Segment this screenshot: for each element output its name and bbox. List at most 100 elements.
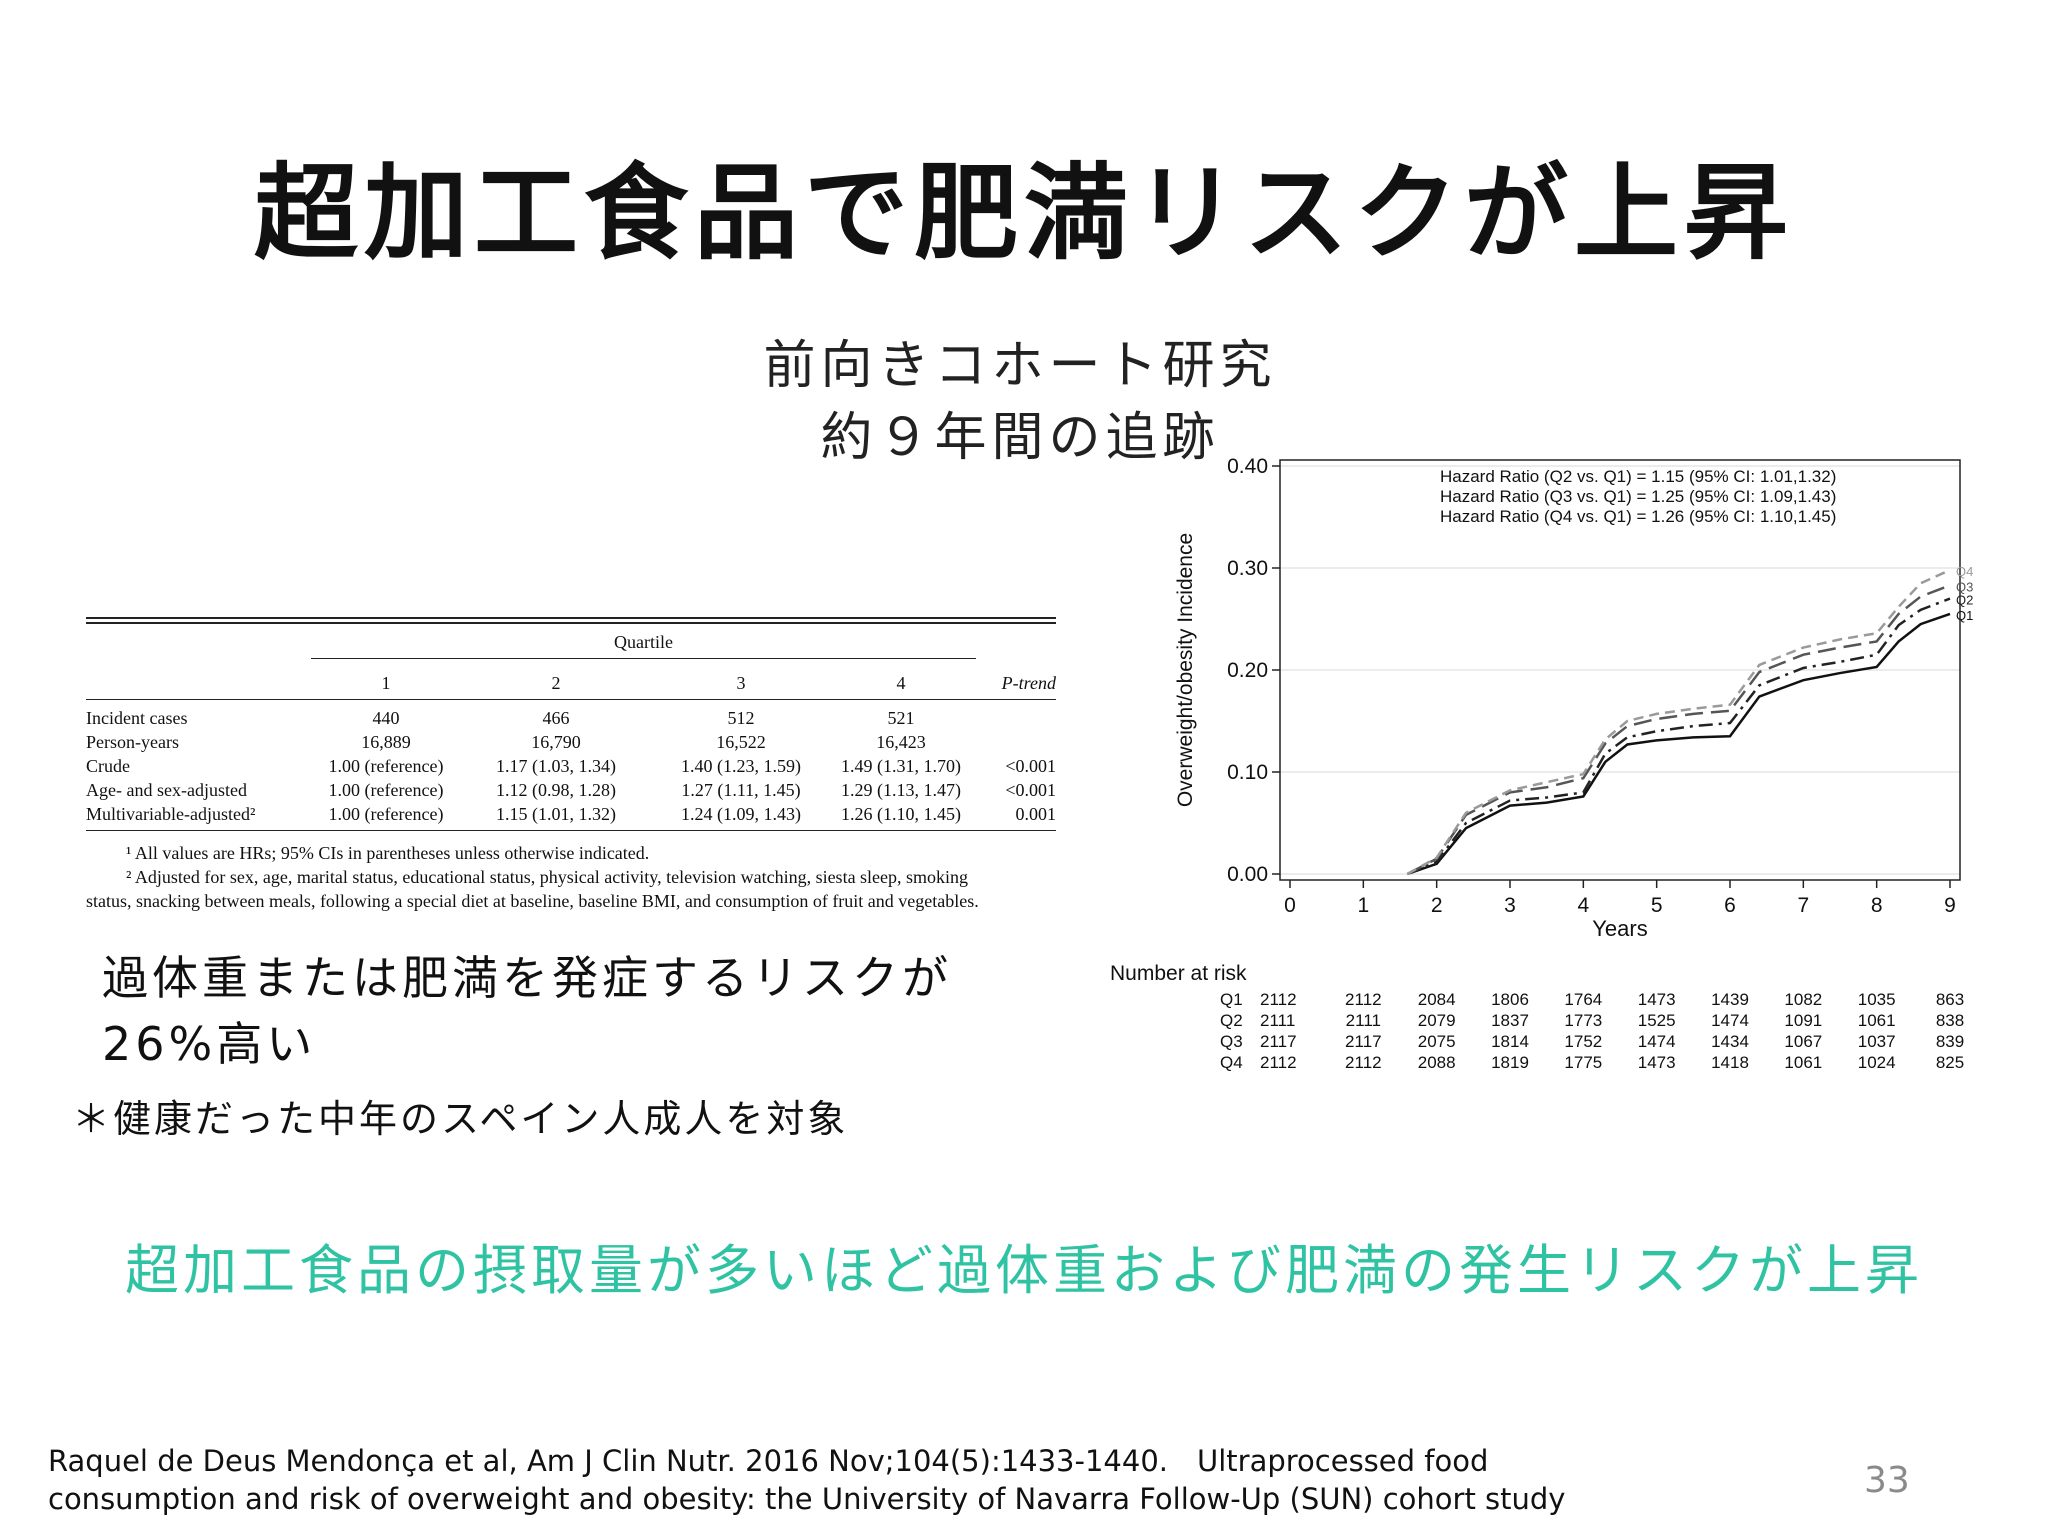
risk-count: 1037 [1858,1032,1896,1051]
risk-count: 1837 [1491,1011,1529,1030]
hazard-ratio-annotation: Hazard Ratio (Q3 vs. Q1) = 1.25 (95% CI:… [1440,487,1836,506]
table-row: Multivariable-adjusted² 1.00 (reference) 1… [86,802,1056,826]
x-tick-label: 8 [1871,894,1883,917]
citation-line: Raquel de Deus Mendonça et al, Am J Clin… [48,1444,1489,1478]
table-cell: 1.00 (reference) [328,780,444,800]
table-cell: <0.001 [1005,780,1056,800]
table-cell: 521 [887,708,915,728]
risk-count: 1024 [1858,1053,1896,1072]
table-cell: 466 [542,708,570,728]
risk-count: 2111 [1346,1011,1381,1030]
x-tick-label: 7 [1797,894,1809,917]
table-cell: 16,889 [361,732,411,752]
y-tick-label: 0.00 [1227,863,1268,886]
risk-count: 2117 [1260,1032,1297,1051]
risk-count: 1418 [1711,1053,1749,1072]
risk-count: 2117 [1345,1032,1382,1051]
table-cell: 1.15 (1.01, 1.32) [496,804,616,824]
table-footnote: ² Adjusted for sex, age, marital status,… [126,867,969,887]
risk-count: 2088 [1418,1053,1456,1072]
risk-count: 1814 [1491,1032,1529,1051]
table-col-header: 3 [736,673,746,693]
risk-count: 863 [1936,990,1964,1009]
risk-count: 2112 [1345,990,1382,1009]
risk-count: 1775 [1564,1053,1602,1072]
table-row: Incident cases 440 466 512 521 [86,706,1056,730]
table-footnote: ¹ All values are HRs; 95% CIs in parenth… [126,843,650,863]
table-cell: 1.29 (1.13, 1.47) [841,780,961,800]
risk-count: 1061 [1784,1053,1822,1072]
table-cell: 16,522 [716,732,766,752]
table-cell: 16,790 [531,732,581,752]
table-col-header: 2 [551,673,561,693]
risk-count: 2112 [1260,1053,1297,1072]
table-footnote: status, snacking between meals, followin… [86,891,979,911]
y-tick-label: 0.20 [1227,659,1268,682]
number-at-risk-title: Number at risk [1110,962,1247,985]
x-tick-label: 3 [1504,894,1516,917]
y-tick-label: 0.40 [1227,455,1268,478]
series-line-q2 [1406,597,1951,876]
risk-count: 1439 [1711,990,1749,1009]
table-col-header: 1 [381,673,391,693]
table-cell: 0.001 [1015,804,1057,824]
table-cell: 16,423 [876,732,926,752]
population-note: ＊健康だった中年のスペイン人成人を対象 [72,1097,849,1141]
table-row: Age- and sex-adjusted 1.00 (reference) 1.1… [86,778,1056,802]
risk-row-label: Q2 [1220,1011,1243,1030]
risk-count: 2112 [1345,1053,1382,1072]
risk-count: 1091 [1784,1011,1822,1030]
risk-count: 2111 [1260,1011,1295,1030]
risk-row-label: Q4 [1220,1053,1243,1072]
risk-count: 1819 [1491,1053,1529,1072]
risk-count: 1473 [1638,990,1676,1009]
table-cell: 1.26 (1.10, 1.45) [841,804,961,824]
risk-count: 838 [1936,1011,1964,1030]
risk-count: 2084 [1418,990,1456,1009]
table-top-rule [86,617,1056,624]
y-tick-label: 0.30 [1227,557,1268,580]
table-cell: 440 [372,708,400,728]
hazard-ratio-annotation: Hazard Ratio (Q4 vs. Q1) = 1.26 (95% CI:… [1440,507,1836,526]
incidence-chart: 0.00 0.10 0.20 0.30 0.40 0 1 2 3 4 5 6 7 8 9 Years Overw… [1110,455,1973,1072]
table-row-label: Age- and sex-adjusted [86,780,247,800]
risk-count: 2075 [1418,1032,1456,1051]
series-line-q4 [1406,568,1951,876]
x-tick-label: 2 [1431,894,1443,917]
risk-count: 1773 [1564,1011,1602,1030]
risk-count: 825 [1936,1053,1964,1072]
risk-count: 1764 [1564,990,1602,1009]
page-number: 33 [1864,1460,1910,1501]
citation: Raquel de Deus Mendonça et al, Am J Clin… [48,1442,1565,1518]
risk-count: 2112 [1260,990,1297,1009]
risk-count: 1474 [1711,1011,1749,1030]
study-description: 前向きコホート研究 約９年間の追跡 [700,330,1340,474]
follow-up-label: 約９年間の追跡 [820,408,1220,468]
table-cell: 1.40 (1.23, 1.59) [681,756,801,776]
series-label: Q2 [1956,593,1973,608]
citation-line: consumption and risk of overweight and o… [48,1482,1566,1516]
risk-count: 1473 [1638,1053,1676,1072]
series-label: Q1 [1956,608,1973,623]
table-cell: 1.49 (1.31, 1.70) [841,756,961,776]
table-cell: <0.001 [1005,756,1056,776]
table-col-header: P-trend [1001,673,1056,693]
risk-count: 1035 [1858,990,1896,1009]
table-row: Crude 1.00 (reference) 1.17 (1.03, 1.34) 1.… [86,754,1056,778]
x-axis-label: Years [1592,916,1647,941]
risk-row-label: Q1 [1220,990,1243,1009]
table-body: Incident cases 440 466 512 521 Person-years 16… [86,706,1056,826]
risk-statement-line1: 過体重または肥満を発症するリスクが [102,951,952,1005]
table-row-label: Multivariable-adjusted² [86,804,256,824]
hazard-ratio-annotation: Hazard Ratio (Q2 vs. Q1) = 1.15 (95% CI:… [1440,467,1836,486]
risk-row-label: Q3 [1220,1032,1243,1051]
risk-count: 1806 [1491,990,1529,1009]
x-tick-label: 5 [1651,894,1663,917]
table-cell: 1.27 (1.11, 1.45) [681,780,801,800]
risk-count: 839 [1936,1032,1964,1051]
risk-count: 1067 [1784,1032,1822,1051]
table-cell: 1.12 (0.98, 1.28) [496,780,616,800]
risk-count: 1474 [1638,1032,1676,1051]
risk-count: 1525 [1638,1011,1676,1030]
table-cell: 1.17 (1.03, 1.34) [496,756,616,776]
